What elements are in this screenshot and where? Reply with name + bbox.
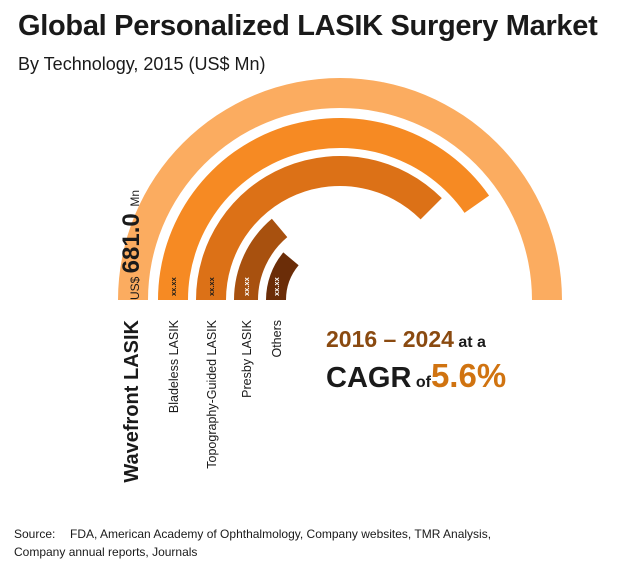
category-label-topography-guided-lasik: Topography-Guided LASIK bbox=[205, 319, 219, 468]
data-label-presby-lasik: xx.xx bbox=[242, 276, 251, 296]
source-note: Source: FDA, American Academy of Ophthalm… bbox=[14, 525, 534, 561]
source-text: FDA, American Academy of Ophthalmology, … bbox=[14, 527, 492, 559]
bar-wavefront-lasik bbox=[118, 78, 562, 300]
cagr-value: 5.6% bbox=[430, 357, 507, 394]
bar-bladeless-lasik bbox=[158, 117, 490, 301]
category-label-others: Others bbox=[270, 320, 284, 358]
category-label-bladeless-lasik: Bladeless LASIK bbox=[167, 319, 181, 413]
data-label-wavefront-lasik: US$ 681.0 Mn bbox=[118, 190, 145, 300]
cagr-label: CAGR bbox=[326, 362, 412, 394]
data-label-bladeless-lasik: xx.xx bbox=[169, 276, 178, 296]
category-label-wavefront-lasik: Wavefront LASIK bbox=[121, 319, 143, 482]
bar-topography-guided-lasik bbox=[196, 156, 442, 300]
chart-subtitle: By Technology, 2015 (US$ Mn) bbox=[18, 54, 266, 74]
cagr-at-a: at a bbox=[458, 334, 486, 351]
data-label-others: xx.xx bbox=[272, 276, 281, 296]
source-label: Source: bbox=[14, 527, 56, 541]
bar-others bbox=[266, 252, 299, 300]
category-label-presby-lasik: Presby LASIK bbox=[240, 319, 254, 397]
cagr-period: 2016 – 2024 bbox=[326, 326, 454, 352]
data-label-topography-guided-lasik: xx.xx bbox=[207, 276, 216, 296]
chart-title: Global Personalized LASIK Surgery Market bbox=[18, 10, 598, 42]
cagr-callout: 2016 – 2024 at a CAGR of5.6% bbox=[326, 326, 506, 395]
cagr-of: of bbox=[415, 374, 431, 391]
bar-presby-lasik bbox=[234, 218, 288, 300]
